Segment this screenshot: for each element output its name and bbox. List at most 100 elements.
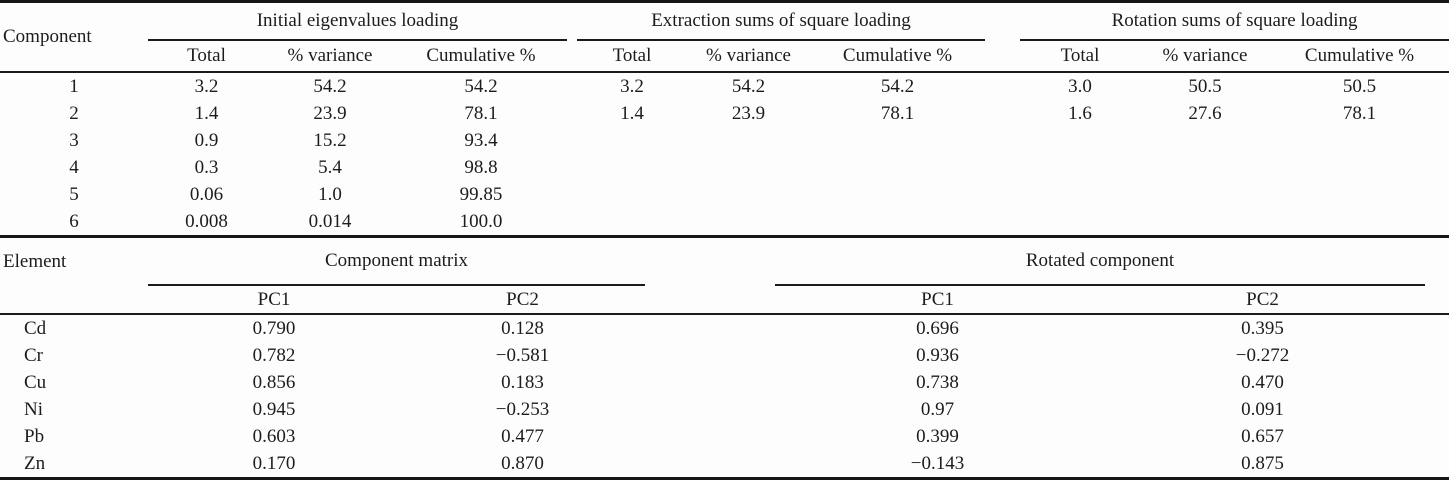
cell: 0.936: [916, 345, 959, 366]
group-header-component-matrix: Component matrix: [148, 238, 646, 286]
gap-cell: [645, 314, 775, 342]
cell: 5.4: [318, 157, 342, 178]
cell: 50.5: [1342, 76, 1377, 97]
cell: [687, 127, 810, 154]
loadings-table: Element Component matrix Rotated compone…: [0, 238, 1449, 480]
gap-cell: [567, 127, 577, 154]
cell: 1.0: [318, 184, 342, 205]
row-label-element: Cd: [24, 318, 47, 339]
column-gap: [645, 238, 775, 285]
cell: 0.657: [1241, 426, 1284, 447]
gap-cell: [567, 100, 577, 127]
cell: 100.0: [459, 211, 503, 232]
cell: 78.1: [1342, 103, 1377, 124]
column-header-variance: % variance: [1140, 40, 1271, 73]
cell: 93.4: [464, 130, 498, 151]
cell: 0.9: [194, 130, 219, 151]
gap-cell: [985, 72, 1020, 100]
row-label-component: 3: [69, 130, 79, 151]
cell: 23.9: [313, 103, 347, 124]
row-label-component: 5: [69, 184, 79, 205]
table-row: 5 0.06 1.0 99.85: [0, 181, 1449, 208]
row-label-component: 4: [69, 157, 79, 178]
column-header-total: Total: [577, 40, 687, 73]
column-header-pc2: PC2: [1100, 285, 1426, 315]
cell: 0.170: [252, 453, 296, 474]
cell: [1020, 154, 1140, 181]
cell: 98.8: [464, 157, 498, 178]
cell: [577, 154, 687, 181]
cell: 0.091: [1241, 399, 1284, 420]
gap-cell: [1425, 423, 1449, 450]
gap-cell: [645, 423, 775, 450]
cell: 0.399: [916, 426, 959, 447]
cell: 54.2: [880, 76, 915, 97]
column-gap: [1425, 238, 1449, 285]
cell: 54.2: [731, 76, 766, 97]
column-header-pc1: PC1: [148, 285, 400, 315]
cell: [577, 127, 687, 154]
cell: 0.3: [194, 157, 219, 178]
cell: [1020, 181, 1140, 208]
table-row: Ni 0.945 −0.253 0.97 0.091: [0, 396, 1449, 423]
table-row: Cr 0.782 −0.581 0.936 −0.272: [0, 342, 1449, 369]
cell: 0.183: [501, 372, 544, 393]
cell: 0.395: [1241, 318, 1284, 339]
cell: 15.2: [313, 130, 347, 151]
column-header-cumulative: Cumulative %: [1270, 40, 1449, 73]
cell: 3.2: [620, 76, 644, 97]
row-label-component: 2: [69, 103, 79, 124]
gap-cell: [1425, 314, 1449, 342]
column-header-cumulative: Cumulative %: [810, 40, 986, 73]
group-header-rotation-sums: Rotation sums of square loading: [1020, 1, 1449, 41]
gap-cell: [645, 396, 775, 423]
cell: 27.6: [1188, 103, 1222, 124]
row-label-element: Ni: [24, 399, 43, 420]
cell: [577, 208, 687, 237]
cell: 78.1: [880, 103, 915, 124]
gap-cell: [985, 100, 1020, 127]
eigenvalues-table: Component Initial eigenvalues loading Ex…: [0, 0, 1449, 238]
group-header-rotated-component: Rotated component: [775, 238, 1426, 286]
cell: 0.477: [501, 426, 544, 447]
gap-cell: [985, 181, 1020, 208]
cell: 1.4: [194, 103, 219, 124]
gap-cell: [567, 181, 577, 208]
cell: [687, 208, 810, 237]
cell: 0.790: [252, 318, 296, 339]
gap-cell: [645, 450, 775, 479]
table-row: 4 0.3 5.4 98.8: [0, 154, 1449, 181]
column-header-pc1: PC1: [775, 285, 1101, 315]
cell: −0.253: [495, 399, 550, 420]
cell: [687, 154, 810, 181]
empty-header: [645, 285, 776, 315]
cell: 3.0: [1068, 76, 1092, 97]
cell: [1140, 208, 1270, 237]
element-column-header: Element: [3, 250, 67, 272]
table-row: Cd 0.790 0.128 0.696 0.395: [0, 314, 1449, 342]
cell: [1140, 181, 1270, 208]
cell: [687, 181, 810, 208]
row-label-element: Cr: [24, 345, 43, 366]
cell: 54.2: [464, 76, 498, 97]
gap-cell: [985, 208, 1020, 237]
table-row: 2 1.4 23.9 78.1 1.4 23.9 78.1 1.6 27.6 7…: [0, 100, 1449, 127]
column-gap: [567, 1, 577, 73]
cell: −0.581: [495, 345, 550, 366]
row-label-element: Zn: [24, 453, 46, 474]
cell: 0.782: [252, 345, 296, 366]
cell: 0.945: [252, 399, 296, 420]
table-row: Pb 0.603 0.477 0.399 0.657: [0, 423, 1449, 450]
column-header-variance: % variance: [265, 40, 395, 73]
cell: [1020, 127, 1140, 154]
column-header-pc2: PC2: [400, 285, 646, 315]
gap-cell: [1425, 369, 1449, 396]
cell: 0.856: [252, 372, 296, 393]
empty-header: [0, 285, 148, 315]
table-row: Cu 0.856 0.183 0.738 0.470: [0, 369, 1449, 396]
table-row: 6 0.008 0.014 100.0: [0, 208, 1449, 237]
row-label-component: 6: [69, 211, 79, 232]
cell: [810, 181, 985, 208]
gap-cell: [1425, 342, 1449, 369]
cell: [810, 127, 985, 154]
